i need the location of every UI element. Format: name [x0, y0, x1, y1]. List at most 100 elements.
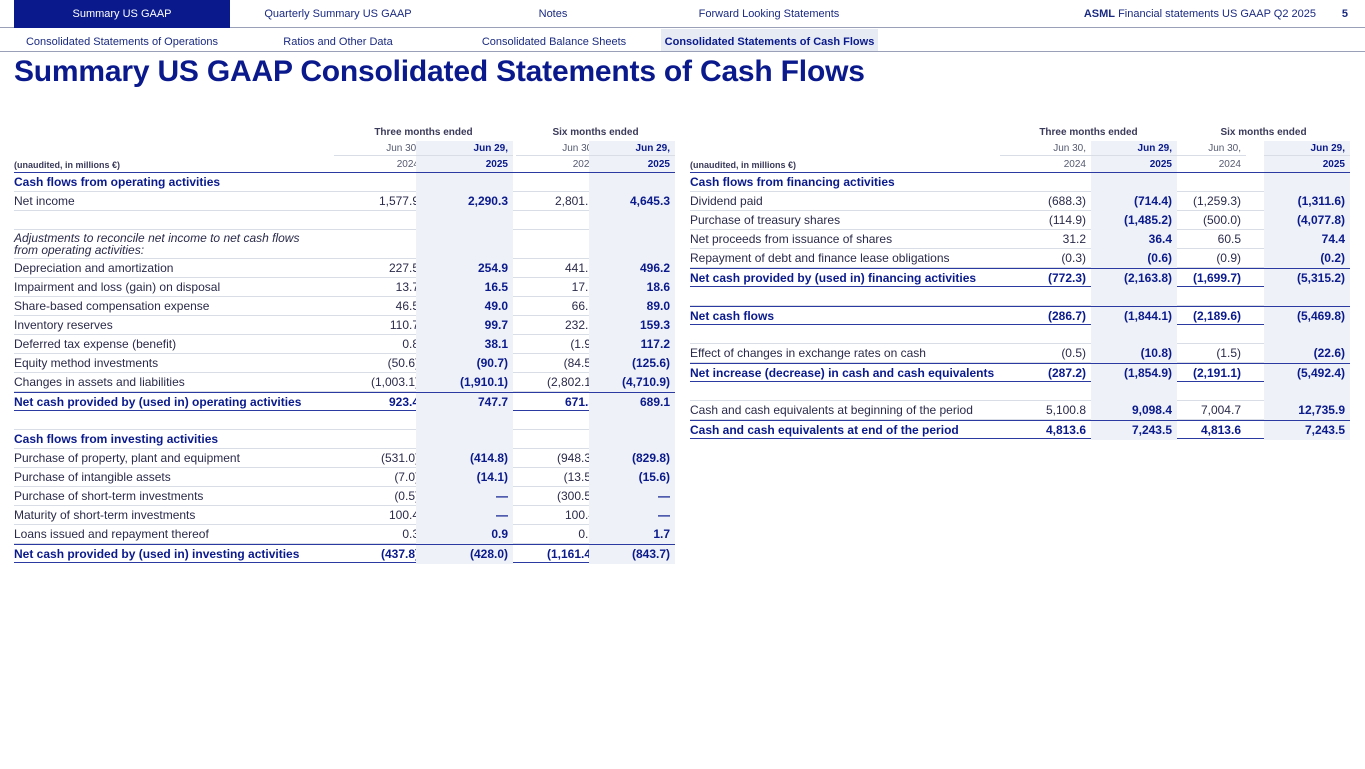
row-value: 17.9 — [571, 280, 595, 294]
row-label: Purchase of intangible assets — [14, 470, 171, 484]
document-brand-title: ASML Financial statements US GAAP Q2 202… — [1084, 0, 1316, 28]
row-value — [1000, 382, 1091, 401]
row-value — [589, 211, 675, 230]
row-label: Loans issued and repayment thereof — [14, 527, 209, 541]
row-value — [416, 230, 513, 259]
row-label: Depreciation and amortization — [14, 261, 174, 275]
row-value: (286.7) — [1047, 309, 1086, 323]
row-value — [589, 230, 675, 259]
row-label: Adjustments to reconcile net income to n… — [14, 231, 300, 257]
table-row: Equity method investments (50.6) (90.7) (84… — [14, 354, 675, 373]
table-row: Net cash provided by (used in) investing… — [14, 544, 675, 564]
tab-quarterly-summary-us-gaap[interactable]: Quarterly Summary US GAAP — [264, 8, 412, 20]
row-value: (0.5) — [1061, 346, 1086, 360]
row-value: (1,259.3) — [1192, 194, 1241, 208]
header-date: Jun 29, — [1264, 141, 1350, 156]
tab-forward-looking-statements[interactable]: Forward Looking Statements — [698, 8, 840, 20]
subtab-statements-of-cash-flows[interactable]: Consolidated Statements of Cash Flows — [661, 29, 878, 51]
table-row: Maturity of short-term investments 100.4—… — [14, 506, 675, 525]
row-value: — — [589, 487, 675, 506]
row-value: (2,191.1) — [1192, 366, 1241, 380]
row-label: Deferred tax expense (benefit) — [14, 337, 177, 351]
header-date: Jun 29, — [1091, 141, 1177, 156]
table-row: Dividend paid (688.3) (714.4) (1,259.3) (1,3… — [690, 192, 1350, 211]
row-value: (0.9) — [1216, 251, 1241, 265]
row-label: Net cash provided by (used in) operating… — [14, 395, 302, 409]
table-row: Cash flows from investing activities — [14, 430, 675, 449]
table-row: Deferred tax expense (benefit) 0.8 38.1 (1.… — [14, 335, 675, 354]
row-label: Purchase of short-term investments — [14, 489, 204, 503]
table-row: Cash and cash equivalents at beginning o… — [690, 401, 1350, 420]
header-year: 2025 — [416, 156, 513, 173]
table-row: Cash and cash equivalents at end of the … — [690, 420, 1350, 440]
row-label: Net cash provided by (used in) financing… — [690, 271, 977, 285]
row-value — [334, 430, 424, 449]
unit-label: (unaudited, in millions €) — [690, 160, 797, 170]
row-value: 747.7 — [416, 393, 513, 412]
row-value: (22.6) — [1264, 344, 1350, 363]
row-value: — — [589, 506, 675, 525]
row-value — [516, 411, 600, 430]
operating-investing-cash-flows-table: Three months ended Six months ended Jun 30… — [14, 124, 675, 564]
row-value: 4,813.6 — [1045, 423, 1086, 437]
row-value — [589, 411, 675, 430]
row-value: 0.5 — [578, 527, 595, 541]
row-value: 100.4 — [564, 508, 595, 522]
row-value: (5,315.2) — [1264, 269, 1350, 288]
table-row: Net cash provided by (used in) financing… — [690, 268, 1350, 288]
row-value — [416, 211, 513, 230]
table-row: Effect of changes in exchange rates on c… — [690, 344, 1350, 363]
row-value — [1000, 173, 1091, 192]
table-row: Loans issued and repayment thereof 0.3 0.9… — [14, 525, 675, 544]
row-label: Inventory reserves — [14, 318, 113, 332]
row-value — [516, 230, 600, 259]
row-value — [1091, 173, 1177, 192]
row-value: 232.2 — [564, 318, 595, 332]
row-value: (2,189.6) — [1192, 309, 1241, 323]
row-value: (5,469.8) — [1264, 307, 1350, 326]
row-value: (0.3) — [1061, 251, 1086, 265]
row-value — [516, 430, 600, 449]
row-value: (300.5) — [556, 489, 595, 503]
row-value: (0.6) — [1091, 249, 1177, 268]
row-value — [1264, 382, 1350, 401]
row-value: 0.3 — [402, 527, 419, 541]
row-value: 117.2 — [589, 335, 675, 354]
row-value: 7,243.5 — [1091, 421, 1177, 440]
row-value: 60.5 — [1217, 232, 1241, 246]
row-value: (15.6) — [589, 468, 675, 487]
row-value: 1,577.9 — [378, 194, 419, 208]
row-value — [416, 430, 513, 449]
row-value: (714.4) — [1091, 192, 1177, 211]
row-value: — — [416, 487, 513, 506]
tab-notes[interactable]: Notes — [538, 8, 568, 20]
table-row: Cash flows from operating activities — [14, 173, 675, 192]
financing-cash-flows-table: Three months ended Six months ended Jun 30… — [690, 124, 1350, 444]
sub-navigation: Consolidated Statements of Operations Ra… — [0, 28, 1365, 52]
row-label: Net cash provided by (used in) investing… — [14, 547, 300, 561]
row-value: 441.9 — [564, 261, 595, 275]
subtab-statements-of-operations[interactable]: Consolidated Statements of Operations — [25, 36, 218, 48]
row-value: (84.5) — [563, 356, 595, 370]
header-year: 2024 — [572, 159, 595, 170]
table-row — [690, 287, 1350, 306]
header-three-months-ended: Three months ended — [374, 127, 473, 138]
row-value — [1091, 382, 1177, 401]
row-value — [589, 173, 675, 192]
row-label: Net income — [14, 194, 75, 208]
row-value: 13.7 — [395, 280, 419, 294]
row-value: (843.7) — [589, 545, 675, 564]
row-value: 89.0 — [589, 297, 675, 316]
row-value — [1177, 382, 1246, 401]
row-value: (688.3) — [1047, 194, 1086, 208]
subtab-balance-sheets[interactable]: Consolidated Balance Sheets — [481, 36, 627, 48]
row-value: (114.9) — [1048, 213, 1086, 227]
row-value: (13.5) — [563, 470, 595, 484]
row-label: Purchase of property, plant and equipmen… — [14, 451, 240, 465]
subtab-ratios-and-other-data[interactable]: Ratios and Other Data — [283, 36, 393, 48]
row-value: 110.7 — [389, 318, 419, 332]
tab-summary-us-gaap[interactable]: Summary US GAAP — [14, 0, 230, 28]
row-value: 4,645.3 — [589, 192, 675, 211]
row-label: Dividend paid — [690, 194, 763, 208]
table-row: Purchase of treasury shares (114.9) (1,485… — [690, 211, 1350, 230]
